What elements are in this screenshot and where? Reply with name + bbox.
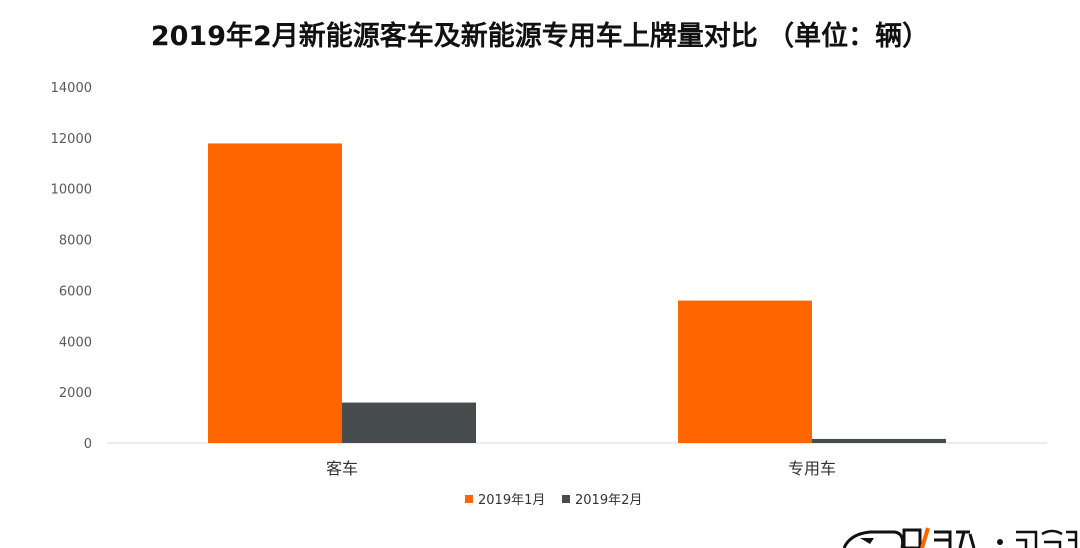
x-tick-label: 客车 — [326, 459, 358, 478]
x-tick-label: 专用车 — [788, 459, 836, 478]
bar-feb-1 — [812, 438, 946, 443]
bar-jan-1 — [678, 300, 812, 443]
legend-swatch — [562, 495, 570, 503]
y-tick-label: 2000 — [59, 386, 92, 401]
chart-title: 2019年2月新能源客车及新能源专用车上牌量对比 （单位：辆） — [150, 21, 930, 52]
y-tick-label: 4000 — [59, 335, 92, 350]
y-tick-label: 0 — [84, 437, 92, 452]
y-axis-labels: 0 2000 4000 6000 8000 10000 12000 14000 — [51, 81, 92, 452]
bar-feb-0 — [342, 402, 476, 443]
bar-group — [208, 143, 946, 444]
x-axis-labels: 客车 专用车 — [326, 459, 836, 478]
y-tick-label: 6000 — [59, 284, 92, 299]
legend-label: 2019年1月 — [478, 493, 545, 508]
legend-label: 2019年2月 — [575, 493, 642, 508]
y-tick-label: 12000 — [51, 132, 92, 147]
y-tick-label: 14000 — [51, 81, 92, 96]
legend-swatch — [465, 495, 473, 503]
legend: 2019年1月 2019年2月 — [465, 493, 642, 508]
watermark-logo — [840, 524, 1080, 548]
y-tick-label: 10000 — [51, 183, 92, 198]
bar-jan-0 — [208, 143, 342, 444]
y-tick-label: 8000 — [59, 234, 92, 249]
